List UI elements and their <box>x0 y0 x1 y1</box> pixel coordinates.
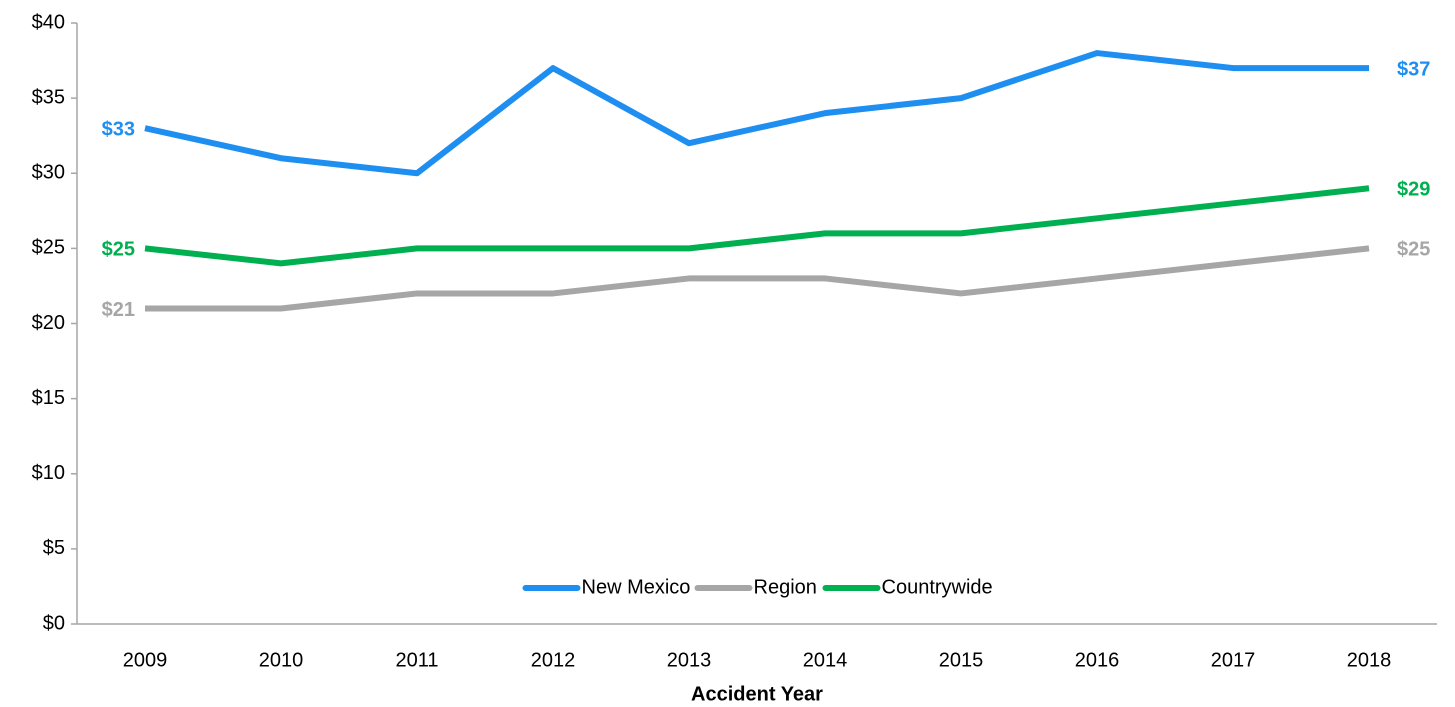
data-label: $21 <box>102 299 135 321</box>
y-tick-label: $5 <box>43 537 65 559</box>
y-tick-label: $20 <box>32 312 65 334</box>
legend-label: Region <box>754 576 817 598</box>
y-tick-label: $15 <box>32 387 65 409</box>
x-tick-label: 2010 <box>259 649 304 671</box>
y-tick-label: $10 <box>32 462 65 484</box>
data-label: $33 <box>102 118 135 140</box>
x-tick-label: 2015 <box>939 649 984 671</box>
x-tick-label: 2016 <box>1075 649 1120 671</box>
y-tick-label: $30 <box>32 162 65 184</box>
x-tick-label: 2014 <box>803 649 848 671</box>
x-tick-label: 2017 <box>1211 649 1256 671</box>
y-tick-label: $35 <box>32 86 65 108</box>
x-tick-label: 2013 <box>667 649 712 671</box>
data-label: $25 <box>1397 239 1430 261</box>
data-label: $25 <box>102 239 135 261</box>
x-tick-label: 2018 <box>1347 649 1392 671</box>
legend-label: New Mexico <box>582 576 691 598</box>
x-axis-title: Accident Year <box>691 683 823 705</box>
y-tick-label: $25 <box>32 237 65 259</box>
series-line <box>145 245 1370 312</box>
x-tick-label: 2012 <box>531 649 576 671</box>
legend-label: Countrywide <box>882 576 993 598</box>
x-tick-label: 2011 <box>395 649 438 671</box>
y-tick-label: $0 <box>43 612 65 634</box>
y-tick-label: $40 <box>32 11 65 33</box>
data-label: $37 <box>1397 58 1430 80</box>
series-line <box>144 185 1370 267</box>
x-tick-label: 2009 <box>123 649 168 671</box>
data-label: $29 <box>1397 179 1430 201</box>
series-line <box>144 50 1369 177</box>
